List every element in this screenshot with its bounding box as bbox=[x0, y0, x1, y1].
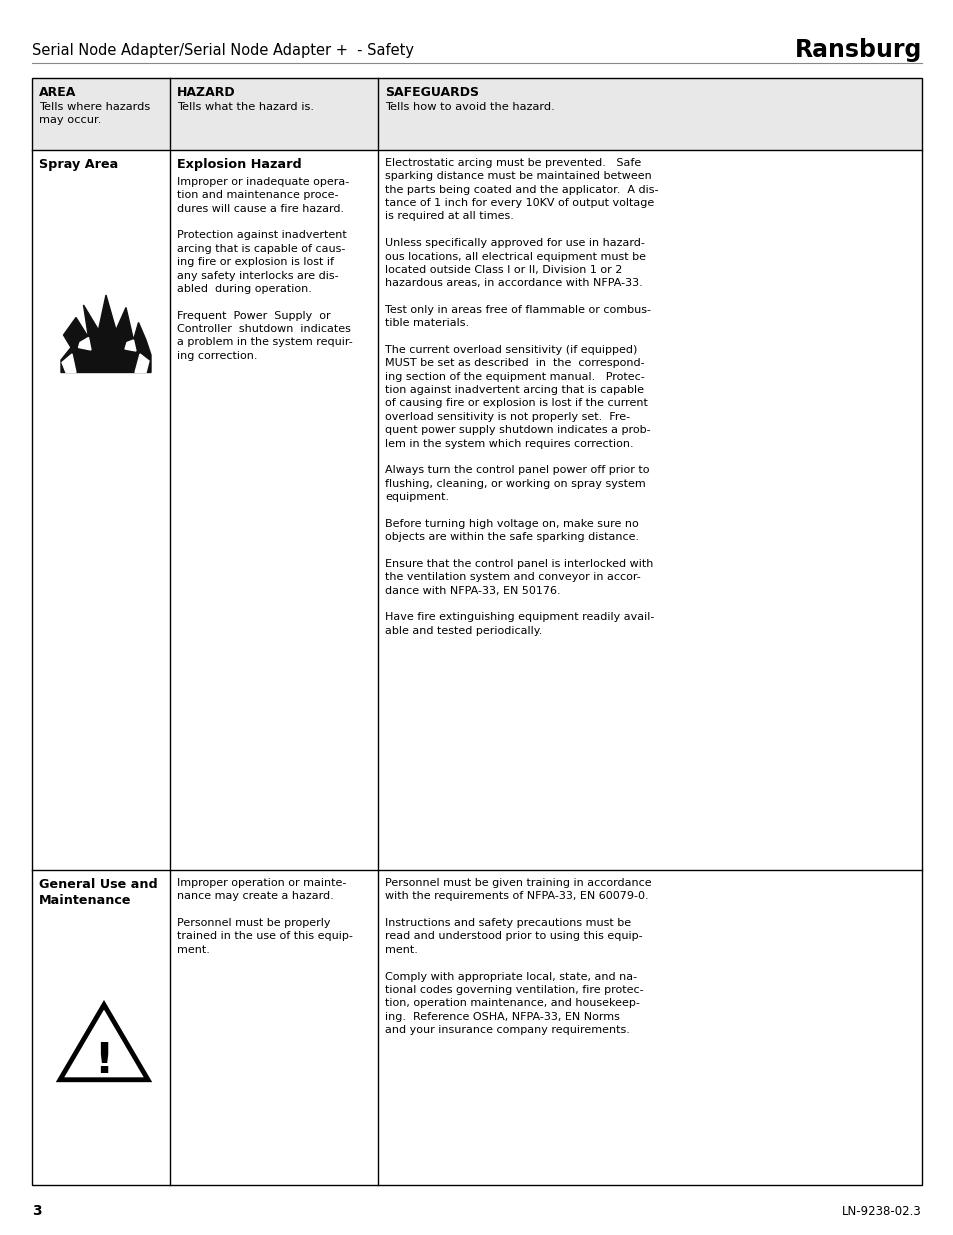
Polygon shape bbox=[78, 337, 91, 350]
Text: Tells how to avoid the hazard.: Tells how to avoid the hazard. bbox=[385, 103, 554, 112]
Text: Personnel must be given training in accordance
with the requirements of NFPA-33,: Personnel must be given training in acco… bbox=[385, 878, 651, 1035]
Text: LN-9238-02.3: LN-9238-02.3 bbox=[841, 1205, 921, 1218]
Polygon shape bbox=[62, 354, 76, 373]
Text: Spray Area: Spray Area bbox=[39, 158, 118, 170]
Polygon shape bbox=[61, 295, 151, 373]
Text: Serial Node Adapter/Serial Node Adapter +  - Safety: Serial Node Adapter/Serial Node Adapter … bbox=[32, 42, 414, 58]
Text: Ransburg: Ransburg bbox=[794, 38, 921, 62]
Text: SAFEGUARDS: SAFEGUARDS bbox=[385, 86, 478, 99]
Text: Improper or inadequate opera-
tion and maintenance proce-
dures will cause a fir: Improper or inadequate opera- tion and m… bbox=[177, 177, 353, 361]
Text: Electrostatic arcing must be prevented.   Safe
sparking distance must be maintai: Electrostatic arcing must be prevented. … bbox=[385, 158, 658, 636]
Text: Improper operation or mainte-
nance may create a hazard.

Personnel must be prop: Improper operation or mainte- nance may … bbox=[177, 878, 353, 955]
Text: Explosion Hazard: Explosion Hazard bbox=[177, 158, 301, 170]
Text: HAZARD: HAZARD bbox=[177, 86, 235, 99]
Text: AREA: AREA bbox=[39, 86, 76, 99]
Polygon shape bbox=[135, 354, 149, 373]
Text: General Use and
Maintenance: General Use and Maintenance bbox=[39, 878, 157, 908]
Text: !: ! bbox=[94, 1040, 113, 1082]
Bar bbox=[32, 78, 921, 149]
Text: Tells where hazards
may occur.: Tells where hazards may occur. bbox=[39, 103, 150, 125]
Text: Tells what the hazard is.: Tells what the hazard is. bbox=[177, 103, 314, 112]
Text: 3: 3 bbox=[32, 1204, 42, 1218]
Polygon shape bbox=[125, 340, 136, 351]
Bar bbox=[32, 78, 921, 1186]
